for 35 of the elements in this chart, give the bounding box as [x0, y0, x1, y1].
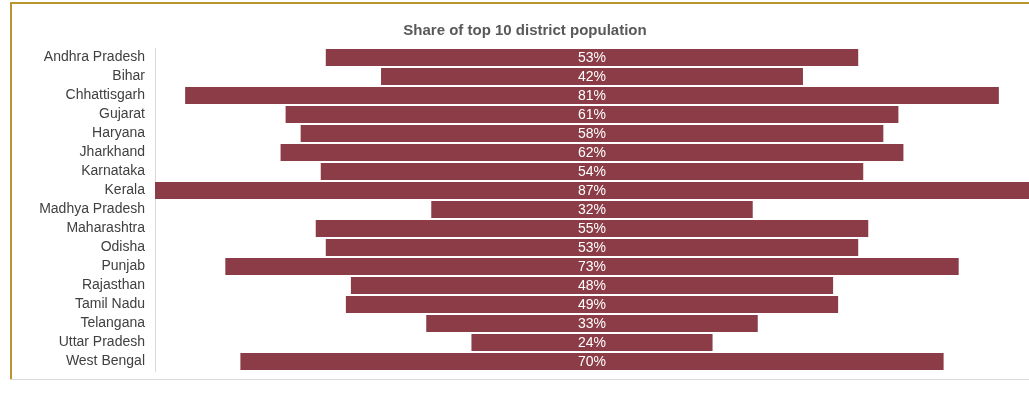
- category-label: Rajasthan: [81, 276, 145, 293]
- category-label: Punjab: [101, 257, 146, 274]
- data-label: 24%: [577, 334, 607, 351]
- category-label: Odisha: [100, 238, 146, 255]
- category-label: Karnataka: [81, 162, 146, 179]
- data-label: 87%: [577, 182, 607, 199]
- category-label: Andhra Pradesh: [43, 48, 145, 65]
- category-label: Gujarat: [99, 105, 146, 122]
- category-label: Jharkhand: [79, 143, 145, 160]
- data-label: 55%: [577, 220, 607, 237]
- data-label: 53%: [577, 49, 607, 66]
- data-label: 33%: [577, 315, 607, 332]
- data-label: 81%: [577, 87, 607, 104]
- category-label: Kerala: [104, 181, 146, 198]
- data-label: 54%: [577, 163, 607, 180]
- data-label: 73%: [577, 258, 607, 275]
- category-label: Haryana: [92, 124, 146, 141]
- text: Share of top 10 district population: [403, 21, 647, 39]
- category-label: Uttar Pradesh: [58, 333, 145, 350]
- data-label: 42%: [577, 68, 607, 85]
- category-label: West Bengal: [65, 352, 145, 369]
- category-label: Bihar: [112, 67, 146, 84]
- category-label: Telangana: [80, 314, 146, 331]
- data-label: 48%: [577, 277, 607, 294]
- data-label: 70%: [577, 353, 607, 370]
- category-label: Madhya Pradesh: [39, 200, 145, 217]
- category-label: Chhattisgarh: [65, 86, 145, 103]
- category-label: Tamil Nadu: [74, 295, 145, 312]
- data-label: 32%: [577, 201, 607, 218]
- data-label: 53%: [577, 239, 607, 256]
- data-label: 58%: [577, 125, 607, 142]
- category-label: Maharashtra: [66, 219, 146, 236]
- data-label: 61%: [577, 106, 607, 123]
- data-label: 49%: [577, 296, 607, 313]
- data-label: 62%: [577, 144, 607, 161]
